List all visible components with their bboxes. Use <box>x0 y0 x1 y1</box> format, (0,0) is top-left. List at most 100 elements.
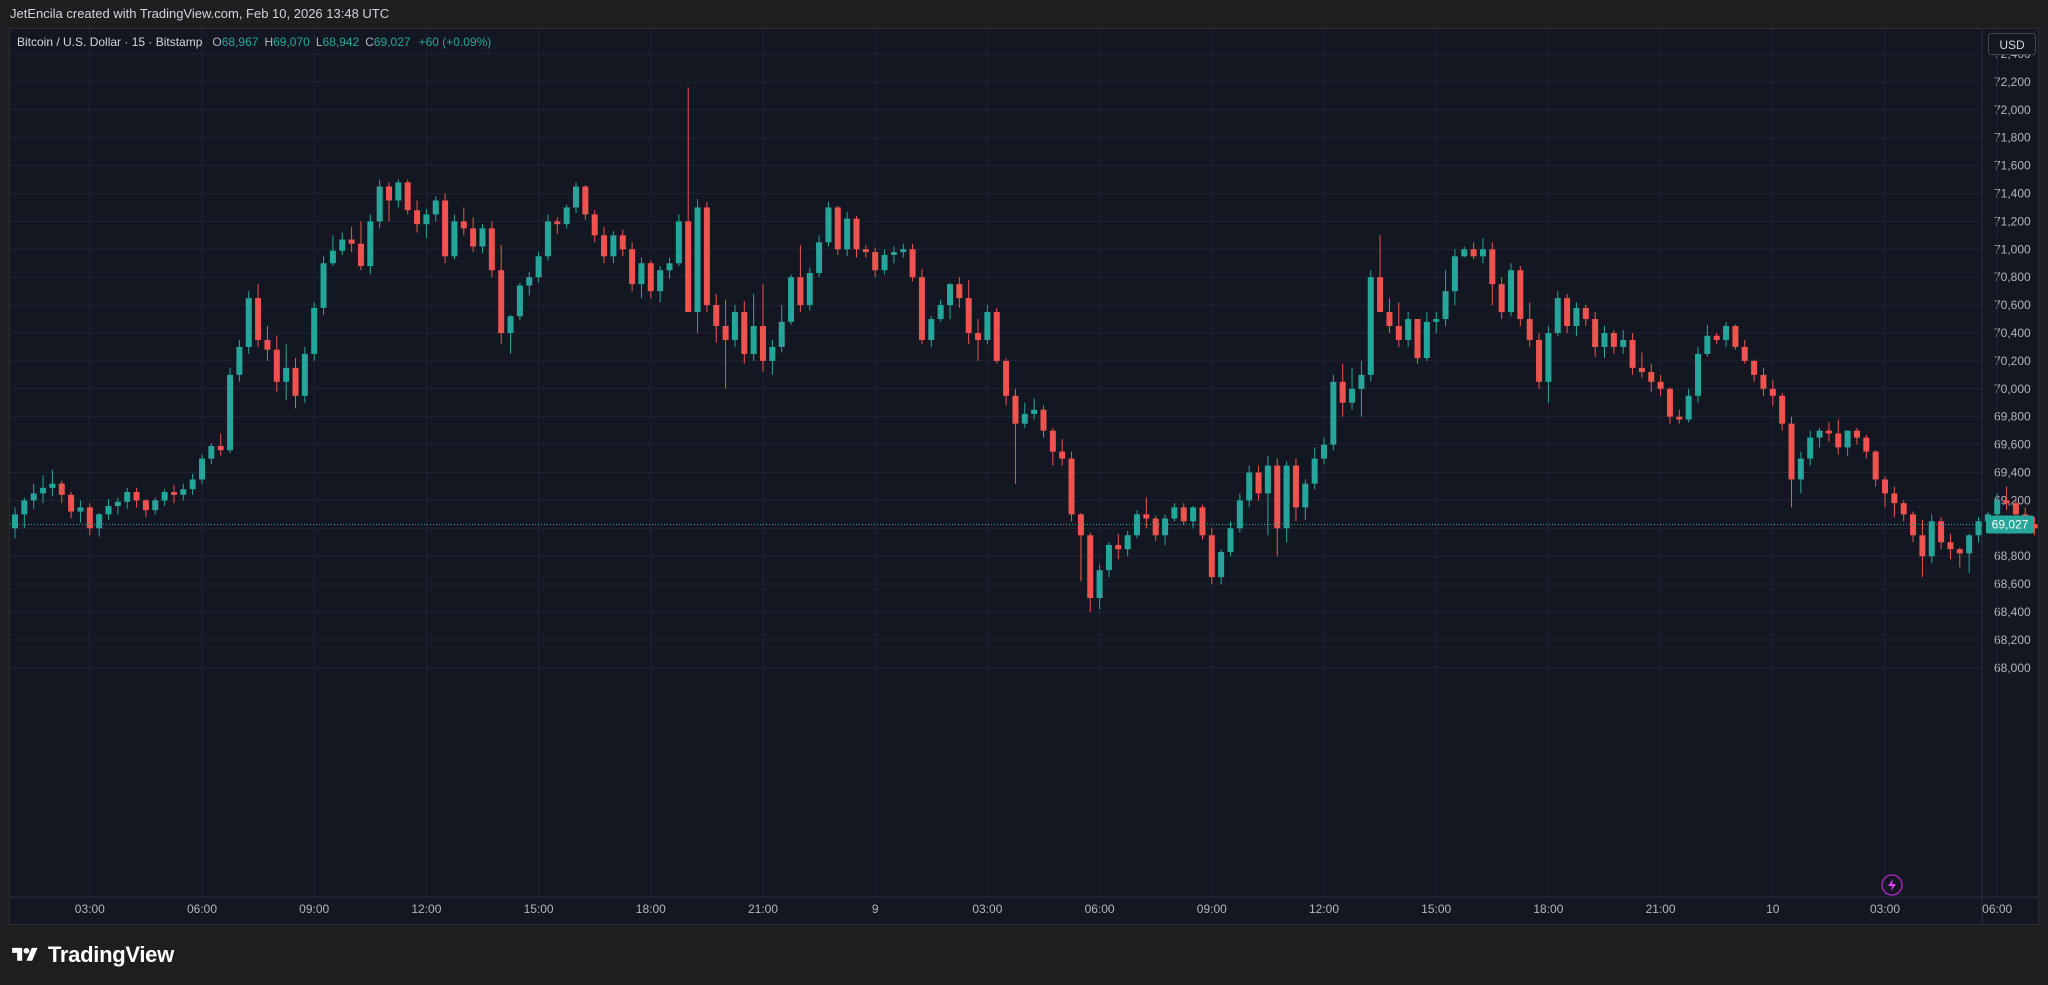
candle[interactable] <box>1190 505 1197 529</box>
candle[interactable] <box>675 214 682 267</box>
candle[interactable] <box>1321 437 1327 465</box>
candle[interactable] <box>1882 476 1888 508</box>
candle[interactable] <box>1947 533 1954 559</box>
candle[interactable] <box>937 299 944 322</box>
footer-branding[interactable]: TradingView <box>10 940 174 970</box>
candle[interactable] <box>470 217 477 253</box>
candle[interactable] <box>49 469 56 497</box>
candle[interactable] <box>1236 493 1243 533</box>
lightning-icon[interactable] <box>1881 874 1903 896</box>
candle[interactable] <box>956 277 963 308</box>
candle[interactable] <box>1386 298 1393 333</box>
candle[interactable] <box>1395 302 1402 347</box>
candle[interactable] <box>1891 486 1898 518</box>
candle[interactable] <box>1405 312 1412 347</box>
candle[interactable] <box>1124 531 1131 557</box>
candle[interactable] <box>1433 312 1440 333</box>
chart-frame[interactable]: 68,00068,20068,40068,60068,80069,00069,2… <box>9 28 2039 925</box>
candle[interactable] <box>1227 521 1234 557</box>
candle[interactable] <box>301 346 308 403</box>
candle[interactable] <box>1003 358 1010 406</box>
candle[interactable] <box>367 214 374 275</box>
candle[interactable] <box>1629 333 1636 375</box>
candle[interactable] <box>778 305 785 353</box>
candle[interactable] <box>245 291 252 354</box>
candle[interactable] <box>1788 416 1795 508</box>
candle[interactable] <box>1853 427 1860 445</box>
candle[interactable] <box>1264 455 1271 536</box>
candle[interactable] <box>610 231 617 264</box>
candle[interactable] <box>1255 465 1262 501</box>
candle[interactable] <box>1582 305 1589 327</box>
candle[interactable] <box>1956 547 1963 568</box>
candle[interactable] <box>750 293 757 361</box>
candle[interactable] <box>797 245 804 313</box>
candle[interactable] <box>1564 293 1571 333</box>
candle[interactable] <box>526 271 533 296</box>
candle[interactable] <box>1283 461 1290 543</box>
candle[interactable] <box>273 335 280 392</box>
candle[interactable] <box>1498 277 1505 320</box>
candle[interactable] <box>544 214 551 261</box>
candle[interactable] <box>573 182 579 214</box>
candle[interactable] <box>619 229 626 257</box>
candle[interactable] <box>1246 465 1253 508</box>
candle[interactable] <box>1134 510 1140 539</box>
candle[interactable] <box>236 339 243 382</box>
candle[interactable] <box>1938 517 1945 550</box>
candle[interactable] <box>629 242 636 292</box>
candle[interactable] <box>1021 402 1028 428</box>
candle[interactable] <box>1470 242 1477 260</box>
candle[interactable] <box>77 500 84 523</box>
candle[interactable] <box>1059 439 1066 466</box>
candle[interactable] <box>1311 447 1318 490</box>
candle[interactable] <box>1330 374 1337 451</box>
candle[interactable] <box>488 221 495 278</box>
candle[interactable] <box>694 199 701 333</box>
candle[interactable] <box>124 487 131 509</box>
candle[interactable] <box>1115 533 1122 559</box>
candle[interactable] <box>1910 511 1917 543</box>
candle[interactable] <box>1087 532 1094 612</box>
candle[interactable] <box>741 300 748 364</box>
candle[interactable] <box>142 499 149 518</box>
candlestick-chart[interactable]: 68,00068,20068,40068,60068,80069,00069,2… <box>10 29 2038 924</box>
candle[interactable] <box>1900 500 1907 522</box>
candle[interactable] <box>1723 321 1730 347</box>
candle[interactable] <box>975 319 982 361</box>
candle[interactable] <box>114 497 121 515</box>
candle[interactable] <box>685 87 692 313</box>
candle[interactable] <box>731 305 738 347</box>
candle[interactable] <box>647 260 654 299</box>
candle[interactable] <box>1863 434 1870 459</box>
candle[interactable] <box>58 480 65 504</box>
candle[interactable] <box>414 200 421 233</box>
candle[interactable] <box>1573 302 1580 336</box>
candle[interactable] <box>2003 486 2010 511</box>
symbol-title[interactable]: Bitcoin / U.S. Dollar · 15 · Bitstamp <box>17 35 203 49</box>
candle[interactable] <box>1367 270 1374 382</box>
candle[interactable] <box>40 475 47 504</box>
candle[interactable] <box>591 210 598 243</box>
candle[interactable] <box>1751 359 1758 382</box>
candle[interactable] <box>1171 503 1178 522</box>
candle[interactable] <box>1676 409 1683 424</box>
candle[interactable] <box>133 487 140 508</box>
candle[interactable] <box>872 247 879 278</box>
candle[interactable] <box>1049 427 1056 466</box>
candle[interactable] <box>1807 430 1814 466</box>
candle[interactable] <box>442 193 449 264</box>
candle[interactable] <box>1152 515 1159 541</box>
candle[interactable] <box>1031 398 1038 420</box>
candle[interactable] <box>1825 422 1832 442</box>
candle[interactable] <box>105 499 112 520</box>
candle[interactable] <box>1302 479 1309 520</box>
candle[interactable] <box>993 307 1000 364</box>
candle[interactable] <box>1704 324 1711 357</box>
candle[interactable] <box>1536 333 1543 389</box>
candle[interactable] <box>1180 503 1187 526</box>
candle[interactable] <box>816 235 823 278</box>
candle[interactable] <box>862 245 869 258</box>
candle[interactable] <box>1068 451 1075 522</box>
candle[interactable] <box>21 497 28 529</box>
